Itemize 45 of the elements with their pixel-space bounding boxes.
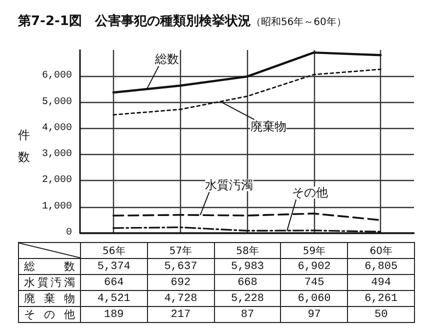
line-series	[112, 68, 382, 116]
y-tick-label: 1,000	[42, 201, 72, 212]
data-label: 4,521	[80, 290, 148, 306]
text: その他	[292, 186, 328, 200]
data-label: 97	[280, 306, 348, 322]
data-label: 664	[80, 274, 148, 290]
series-label: 廃棄物	[250, 120, 286, 134]
text: その他	[24, 308, 75, 321]
data-label: 6,902	[280, 258, 348, 274]
text: 廃棄物	[24, 292, 75, 305]
data-label: 87	[214, 306, 281, 322]
data-label: 5,228	[214, 290, 281, 306]
y-tick-label: 0	[66, 228, 72, 238]
y-tick-label: 4,000	[42, 122, 72, 134]
data-label: 4,728	[147, 290, 214, 306]
series-label: 総数	[154, 52, 179, 66]
line-series	[112, 51, 382, 94]
y-tick-label: 6,000	[42, 70, 72, 82]
data-label: 6,805	[348, 258, 414, 274]
data-label: 5,983	[214, 258, 281, 274]
data-label: 6,060	[280, 290, 348, 306]
x-tick-label: 60年	[348, 242, 414, 258]
data-label: 50	[348, 306, 414, 322]
data-label: 668	[214, 274, 281, 290]
data-label: 5,374	[80, 258, 148, 274]
y-tick-label: 5,000	[42, 96, 72, 108]
y-tick-label: 2,000	[42, 175, 72, 186]
data-label: 692	[147, 274, 214, 290]
text: 水質汚濁	[24, 276, 75, 289]
data-label: 6,261	[348, 290, 414, 306]
x-tick-label: 58年	[214, 242, 281, 258]
data-label: 189	[80, 306, 148, 322]
chart-subtitle: （昭和56年～60年）	[250, 17, 346, 28]
data-label: 5,637	[147, 258, 214, 274]
text: 総数	[24, 260, 75, 273]
x-tick-label: 56年	[80, 242, 148, 258]
series-label: 水質汚濁	[205, 178, 254, 192]
y-axis-title: 件数	[18, 127, 31, 166]
data-label: 217	[147, 306, 214, 322]
data-label: 494	[348, 274, 414, 290]
chart-title: 第7-2-1図 公害事犯の種類別検挙状況	[18, 14, 251, 29]
x-tick-label: 59年	[280, 242, 348, 258]
data-label: 745	[280, 274, 348, 290]
x-tick-label: 57年	[147, 242, 214, 258]
y-tick-label: 3,000	[42, 149, 72, 160]
